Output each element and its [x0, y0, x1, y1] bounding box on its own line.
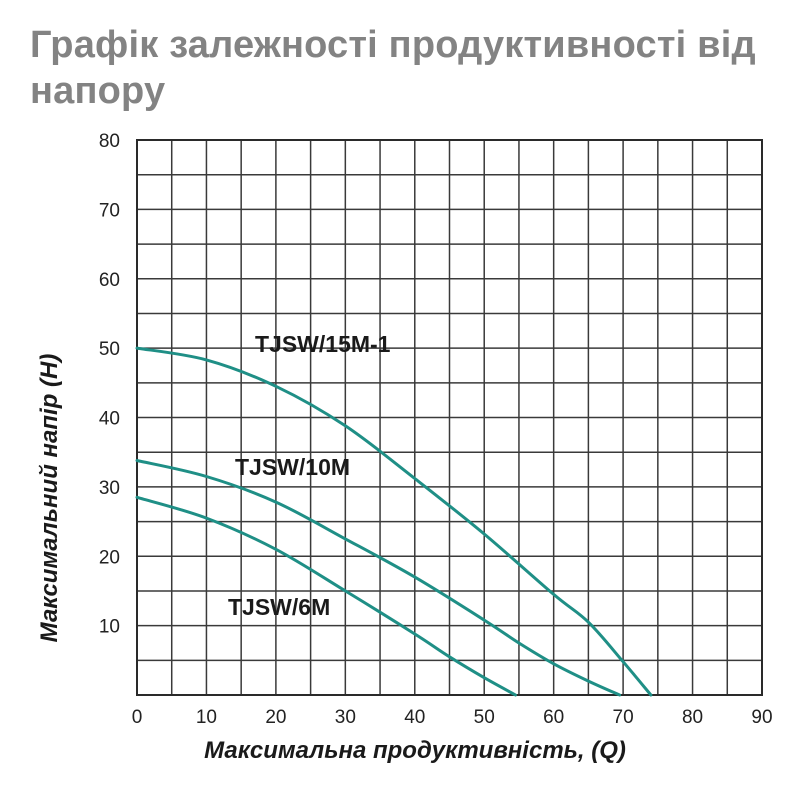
series-label-tjsw-6m: TJSW/6M	[228, 594, 330, 620]
series-line-tjsw-15m-1	[135, 346, 653, 697]
x-tick-label: 90	[751, 707, 772, 728]
y-tick-label: 30	[99, 478, 120, 499]
series-line-tjsw-10m	[135, 459, 622, 697]
chart-title: Графік залежності продуктивності від нап…	[30, 24, 756, 112]
x-tick-label: 40	[404, 707, 425, 728]
x-tick-label: 20	[265, 707, 286, 728]
y-tick-label: 50	[99, 339, 120, 360]
y-tick-label: 10	[99, 617, 120, 638]
y-tick-label: 80	[99, 131, 120, 152]
grid	[136, 139, 763, 696]
x-tick-label: 30	[335, 707, 356, 728]
series-label-tjsw-15m-1: TJSW/15M-1	[255, 331, 391, 357]
y-tick-label: 20	[99, 547, 120, 568]
y-tick-label: 70	[99, 200, 120, 221]
y-tick-label: 40	[99, 409, 120, 430]
x-tick-label: 80	[682, 707, 703, 728]
x-tick-label: 50	[474, 707, 495, 728]
x-tick-label: 10	[196, 707, 217, 728]
y-axis-title: Максимальний напір (H)	[36, 354, 63, 643]
x-tick-label: 60	[543, 707, 564, 728]
tick-labels: 0 10 20 30 40 50 60 70 80 90 10 20 30 40 50 60 70 80	[99, 131, 773, 728]
x-tick-label: 0	[132, 707, 143, 728]
x-tick-label: 70	[613, 707, 634, 728]
y-tick-label: 60	[99, 270, 120, 291]
series-lines	[135, 346, 653, 697]
series-line-tjsw-6m	[135, 495, 517, 697]
x-axis-title: Максимальна продуктивність, (Q)	[204, 737, 626, 764]
plot-border	[136, 139, 763, 696]
series-label-tjsw-10m: TJSW/10M	[235, 454, 350, 480]
